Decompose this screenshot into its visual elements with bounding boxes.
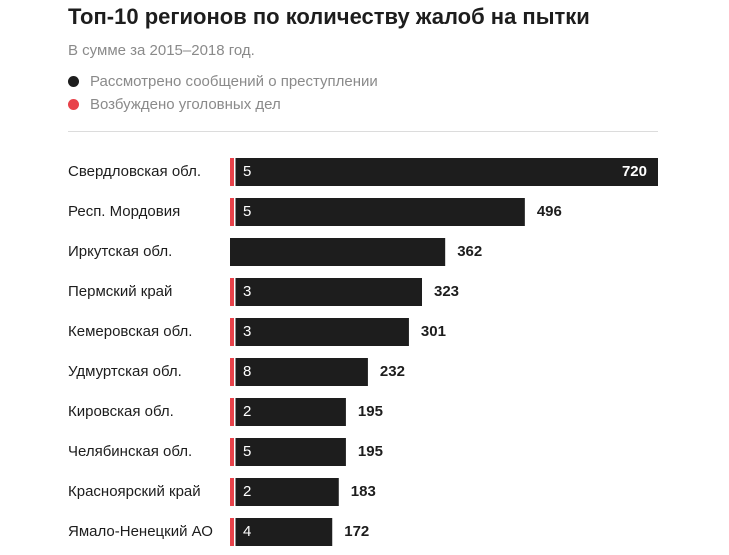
header-divider bbox=[68, 131, 658, 132]
category-label: Свердловская обл. bbox=[68, 163, 201, 180]
category-label: Кемеровская обл. bbox=[68, 323, 192, 340]
category-label: Удмуртская обл. bbox=[68, 363, 182, 380]
cases-value-label: 5 bbox=[243, 443, 251, 460]
legend-swatch-cases bbox=[68, 99, 79, 110]
bar-value-label: 362 bbox=[457, 243, 482, 260]
bar bbox=[230, 438, 346, 466]
legend-label-reviewed: Рассмотрено сообщений о преступлении bbox=[90, 73, 378, 90]
chart-subtitle: В сумме за 2015–2018 год. bbox=[68, 42, 255, 59]
cases-value-label: 2 bbox=[243, 483, 251, 500]
bar-cases-separator bbox=[234, 278, 236, 306]
cases-value-label: 4 bbox=[243, 523, 251, 540]
bar bbox=[230, 358, 368, 386]
bar-cases-marker bbox=[230, 158, 234, 186]
legend-item-cases: Возбуждено уголовных дел bbox=[68, 96, 281, 113]
category-label: Красноярский край bbox=[68, 483, 201, 500]
bar-cases-marker bbox=[230, 318, 234, 346]
bar-cases-separator bbox=[234, 478, 236, 506]
bar-cases-marker bbox=[230, 518, 234, 546]
category-label: Ямало-Ненецкий АО bbox=[68, 523, 213, 540]
bar bbox=[230, 518, 333, 546]
bar-value-label: 232 bbox=[380, 363, 405, 380]
category-label: Пермский край bbox=[68, 283, 172, 300]
bar-value-label: 301 bbox=[421, 323, 446, 340]
bar-value-label: 323 bbox=[434, 283, 459, 300]
bar bbox=[230, 198, 525, 226]
cases-value-label: 3 bbox=[243, 323, 251, 340]
bar-cases-marker bbox=[230, 398, 234, 426]
bar-cases-separator bbox=[234, 398, 236, 426]
cases-value-label: 2 bbox=[243, 403, 251, 420]
bar-cases-separator bbox=[234, 518, 236, 546]
bar-cases-marker bbox=[230, 358, 234, 386]
bar-value-label: 172 bbox=[344, 523, 369, 540]
legend-label-cases: Возбуждено уголовных дел bbox=[90, 96, 281, 113]
bar-cases-separator bbox=[234, 198, 236, 226]
bar bbox=[230, 478, 339, 506]
legend-swatch-reviewed bbox=[68, 76, 79, 87]
category-label: Респ. Мордовия bbox=[68, 203, 180, 220]
bar bbox=[230, 278, 423, 306]
bar bbox=[230, 318, 409, 346]
cases-value-label: 8 bbox=[243, 363, 251, 380]
bar-value-label: 195 bbox=[358, 403, 383, 420]
cases-value-label: 5 bbox=[243, 203, 251, 220]
category-label: Кировская обл. bbox=[68, 403, 174, 420]
bar-value-label: 720 bbox=[622, 163, 647, 180]
cases-value-label: 3 bbox=[243, 283, 251, 300]
bar bbox=[230, 238, 446, 266]
bar-cases-marker bbox=[230, 278, 234, 306]
bar-cases-separator bbox=[234, 358, 236, 386]
bar-cases-marker bbox=[230, 438, 234, 466]
bar-cases-separator bbox=[234, 158, 236, 186]
bar-value-label: 195 bbox=[358, 443, 383, 460]
bar-cases-marker bbox=[230, 198, 234, 226]
bar-value-label: 496 bbox=[537, 203, 562, 220]
bar bbox=[230, 158, 658, 186]
chart-title: Топ-10 регионов по количеству жалоб на п… bbox=[68, 4, 590, 29]
bar-cases-separator bbox=[234, 318, 236, 346]
category-label: Челябинская обл. bbox=[68, 443, 192, 460]
category-label: Иркутская обл. bbox=[68, 243, 172, 260]
bar bbox=[230, 398, 346, 426]
bar-cases-separator bbox=[234, 438, 236, 466]
bar-value-label: 183 bbox=[351, 483, 376, 500]
bar-cases-marker bbox=[230, 478, 234, 506]
cases-value-label: 5 bbox=[243, 163, 251, 180]
legend-item-reviewed: Рассмотрено сообщений о преступлении bbox=[68, 73, 378, 90]
